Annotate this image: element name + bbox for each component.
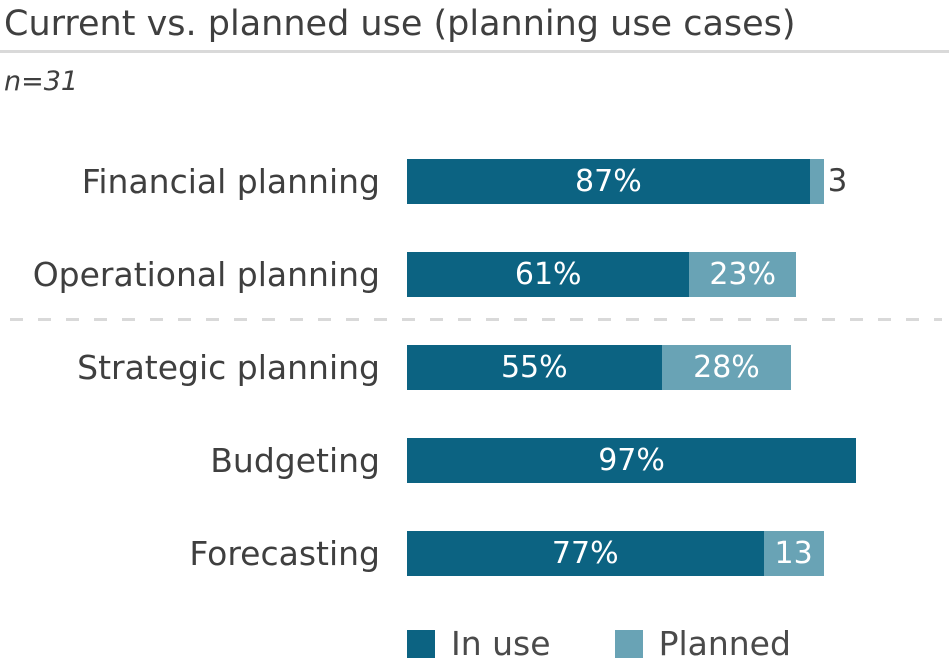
- category-label: Financial planning: [81, 162, 380, 201]
- category-label: Strategic planning: [77, 348, 380, 387]
- chart-row: Budgeting 97%: [0, 438, 949, 483]
- bar-segment-planned: 13: [763, 531, 824, 576]
- bar-segment-in-use: 55%: [407, 345, 662, 390]
- bar-value-label: 77%: [551, 536, 619, 571]
- bar-segment-in-use: 87%: [407, 159, 810, 204]
- chart-title: Current vs. planned use (planning use ca…: [4, 4, 796, 44]
- bar-outside-value-label: 3: [827, 163, 848, 199]
- category-label: Budgeting: [210, 441, 380, 480]
- legend-swatch-planned: [614, 629, 643, 658]
- bar-value-label: 87%: [575, 164, 642, 199]
- bar-value-label: 55%: [500, 350, 568, 385]
- bar-segment-in-use: 97%: [407, 438, 857, 483]
- bar-value-label: 13: [774, 536, 813, 571]
- bar-segment-in-use: 61%: [407, 252, 690, 297]
- chart-row: Forecasting 77% 13: [0, 531, 949, 576]
- chart-row: Operational planning 61% 23%: [0, 252, 949, 297]
- bar-track: 97%: [407, 438, 870, 483]
- bar-value-label: 28%: [693, 350, 760, 385]
- chart-row: Strategic planning 55% 28%: [0, 345, 949, 390]
- bar-track: 61% 23%: [407, 252, 870, 297]
- bar-segment-in-use: 77%: [407, 531, 764, 576]
- bar-value-label: 23%: [709, 257, 776, 292]
- legend-item-planned: Planned: [614, 624, 791, 663]
- bar-segment-planned: [809, 159, 824, 204]
- legend-swatch-in-use: [407, 629, 435, 658]
- title-divider-line: [0, 50, 949, 53]
- bar-segment-planned: 23%: [689, 252, 796, 297]
- bar-track: 55% 28%: [407, 345, 870, 390]
- legend-item-in-use: In use: [407, 624, 551, 663]
- bar-track: 77% 13: [407, 531, 870, 576]
- category-label: Forecasting: [189, 534, 380, 573]
- legend: In use Planned: [407, 624, 791, 663]
- bar-value-label: 97%: [598, 443, 665, 478]
- bar-value-label: 61%: [514, 257, 582, 292]
- legend-label-planned: Planned: [658, 624, 791, 663]
- legend-label-in-use: In use: [451, 624, 551, 663]
- group-divider-dashed-line: [10, 318, 942, 321]
- chart-row: Financial planning 87% 3: [0, 159, 949, 204]
- bar-track: 87% 3: [407, 159, 870, 204]
- category-label: Operational planning: [32, 255, 380, 294]
- sample-size-note: n=31: [4, 66, 79, 97]
- bar-segment-planned: 28%: [661, 345, 792, 390]
